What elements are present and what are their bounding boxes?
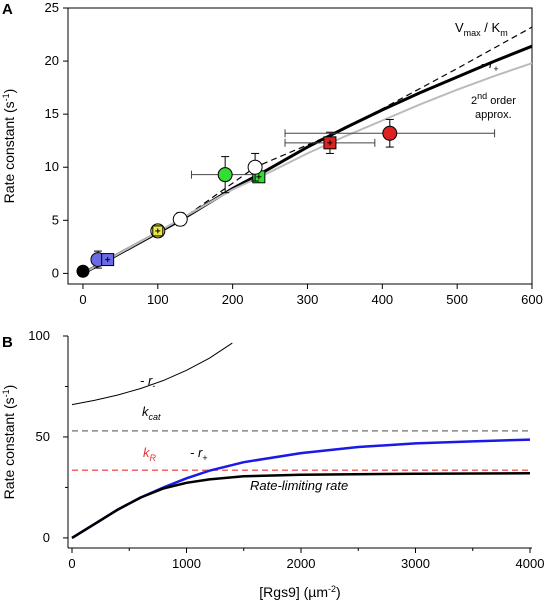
series-line xyxy=(71,472,531,539)
y-tick-label: 100 xyxy=(28,328,50,343)
y-tick-label: 0 xyxy=(43,530,50,545)
x-tick-label: 400 xyxy=(371,292,393,307)
second-order-annotation-line2: approx. xyxy=(475,109,512,121)
x-tick-label: 1000 xyxy=(172,556,201,571)
x-tick-label: 0 xyxy=(79,292,86,307)
panel-b-ticks: 0 1000 2000 3000 4000 0 50 100 xyxy=(28,328,544,571)
kcat-annotation: kcat xyxy=(142,404,161,422)
y-tick-label: 20 xyxy=(45,53,59,68)
y-tick-label: 15 xyxy=(45,106,59,121)
data-point xyxy=(76,264,90,278)
panel-a-label: A xyxy=(2,1,13,18)
panel-a-ticks: 0 100 200 300 400 500 600 0 5 10 15 20 25 xyxy=(45,0,543,307)
panel-a-frame xyxy=(67,7,533,285)
panel-b-x-axis-label: [Rgs9] (µm-2) xyxy=(259,584,340,600)
y-tick-label: 25 xyxy=(45,0,59,15)
x-tick-label: 200 xyxy=(222,292,244,307)
data-point xyxy=(382,125,398,141)
series-line xyxy=(82,44,533,275)
series-line xyxy=(71,342,233,406)
r-plus-annotation-a: - r+ xyxy=(481,56,499,74)
vmax-km-annotation: Vmax / Km xyxy=(455,20,508,38)
panel-b-lines xyxy=(71,342,531,539)
panel-b-y-axis-label: Rate constant (s-1) xyxy=(1,385,17,500)
data-point xyxy=(217,167,233,183)
x-tick-label: 3000 xyxy=(401,556,430,571)
data-point xyxy=(247,159,263,175)
y-tick-label: 0 xyxy=(52,265,59,280)
x-tick-label: 0 xyxy=(68,556,75,571)
panel-a-y-axis-label: Rate constant (s-1) xyxy=(1,89,17,204)
y-tick-label: 5 xyxy=(52,212,59,227)
x-tick-label: 2000 xyxy=(287,556,316,571)
x-tick-label: 600 xyxy=(521,292,543,307)
panel-b-label: B xyxy=(2,334,13,351)
x-tick-label: 100 xyxy=(147,292,169,307)
kr-annotation: kR xyxy=(143,445,157,463)
x-tick-label: 4000 xyxy=(516,556,545,571)
y-tick-label: 10 xyxy=(45,159,59,174)
panel-a-plot: 0 100 200 300 400 500 600 0 5 10 15 20 25 xyxy=(45,0,543,307)
x-tick-label: 500 xyxy=(446,292,468,307)
second-order-annotation-line1: 2nd order xyxy=(471,91,516,107)
panel-a-lines xyxy=(82,26,533,275)
r-minus-annotation: - r- xyxy=(140,373,155,391)
y-tick-label: 50 xyxy=(36,429,50,444)
x-tick-label: 300 xyxy=(297,292,319,307)
data-point xyxy=(172,211,188,227)
series-line xyxy=(82,62,533,275)
panel-b-plot: 0 1000 2000 3000 4000 0 50 100 xyxy=(28,328,544,571)
panel-a-points xyxy=(76,118,496,278)
rate-limiting-annotation: Rate-limiting rate xyxy=(250,478,348,493)
r-plus-annotation-b: - r+ xyxy=(190,445,208,463)
